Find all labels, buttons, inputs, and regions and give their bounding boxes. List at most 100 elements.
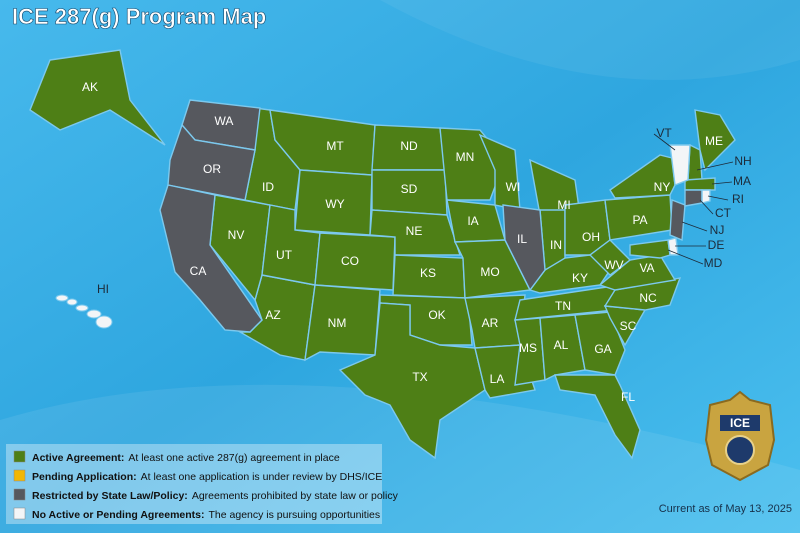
legend-swatch bbox=[13, 507, 26, 520]
wave bbox=[380, 0, 800, 80]
state-label: MT bbox=[326, 139, 344, 153]
state-label: RI bbox=[732, 192, 744, 206]
state-label: WI bbox=[506, 180, 521, 194]
state-label: UT bbox=[276, 248, 293, 262]
badge: ICE bbox=[704, 390, 776, 482]
legend-swatch bbox=[13, 450, 26, 463]
state bbox=[669, 144, 691, 186]
state-label: MO bbox=[480, 265, 499, 279]
badge-banner bbox=[720, 415, 760, 431]
state-label: NH bbox=[734, 154, 751, 168]
state-label: LA bbox=[490, 372, 505, 386]
legend-entry: Restricted by State Law/Policy: Agreement… bbox=[32, 490, 399, 502]
state-label: MI bbox=[557, 198, 570, 212]
state-label: SD bbox=[401, 182, 418, 196]
legend-entry: Active Agreement: At least one active 287… bbox=[32, 452, 340, 464]
legend-label: Restricted by State Law/Policy: bbox=[32, 490, 188, 502]
state bbox=[29, 49, 166, 146]
state bbox=[588, 239, 632, 276]
state-label: NC bbox=[639, 291, 657, 305]
title: ICE 287(g) Program Map bbox=[12, 4, 266, 29]
state-label: AK bbox=[82, 80, 98, 94]
state bbox=[95, 315, 113, 329]
legend-text: The agency is pursuing opportunities bbox=[209, 509, 381, 521]
state bbox=[453, 239, 532, 299]
leader-line bbox=[667, 249, 704, 265]
legend-entry: No Active or Pending Agreements: The agen… bbox=[32, 509, 380, 521]
leader-line bbox=[699, 199, 714, 215]
legend-entry: Pending Application: At least one applica… bbox=[32, 471, 382, 483]
state-label: VT bbox=[656, 126, 672, 140]
state bbox=[304, 284, 381, 362]
state-label: ME bbox=[705, 134, 723, 148]
state bbox=[554, 374, 641, 460]
legend-swatch bbox=[13, 469, 26, 482]
states bbox=[29, 49, 736, 460]
date: Current as of May 13, 2025 bbox=[659, 503, 792, 515]
state-label: IL bbox=[517, 232, 527, 246]
state bbox=[86, 309, 102, 319]
leader-line bbox=[681, 221, 708, 232]
state bbox=[55, 294, 69, 302]
state-label: WV bbox=[604, 258, 623, 272]
wave bbox=[0, 384, 800, 533]
state bbox=[338, 302, 486, 460]
state bbox=[75, 304, 89, 312]
legend-text: At least one application is under review… bbox=[141, 471, 383, 483]
state bbox=[159, 184, 263, 333]
state-label: AR bbox=[482, 316, 499, 330]
state-label: CO bbox=[341, 254, 359, 268]
state-label: OH bbox=[582, 230, 600, 244]
state-label: ND bbox=[400, 139, 418, 153]
state-label: TN bbox=[555, 299, 571, 313]
legend-box bbox=[6, 444, 382, 524]
state-label: HI bbox=[97, 282, 109, 296]
state-label: IA bbox=[467, 214, 478, 228]
state-label: VA bbox=[639, 261, 654, 275]
state-label: NE bbox=[406, 224, 423, 238]
state-label: ID bbox=[262, 180, 274, 194]
state-label: DE bbox=[708, 238, 725, 252]
state-label: WY bbox=[325, 197, 344, 211]
leader-line bbox=[653, 133, 676, 151]
state bbox=[514, 317, 546, 386]
state-label: CT bbox=[715, 206, 732, 220]
state bbox=[701, 189, 711, 204]
legend-text: Agreements prohibited by state law or po… bbox=[192, 490, 399, 502]
state bbox=[684, 177, 716, 191]
state-label: OR bbox=[203, 162, 221, 176]
legend-label: No Active or Pending Agreements: bbox=[32, 509, 205, 521]
state-label: MN bbox=[456, 150, 475, 164]
state-labels: AK AZ NV ID MT WY UT CO NM ND SD NE KS OK TX MN IA MO AR LA… bbox=[82, 80, 752, 404]
badge-text: ICE bbox=[730, 416, 750, 430]
state bbox=[66, 298, 78, 306]
state-label: TX bbox=[412, 370, 427, 384]
state-label: NY bbox=[654, 180, 671, 194]
state-label: KS bbox=[420, 266, 436, 280]
state-label: KY bbox=[572, 271, 588, 285]
state-label: MS bbox=[519, 341, 537, 355]
leader-line bbox=[707, 195, 729, 201]
state bbox=[694, 109, 736, 172]
state-label: CA bbox=[190, 264, 207, 278]
state-label: NJ bbox=[710, 223, 725, 237]
state-label: OK bbox=[428, 308, 445, 322]
state-label: NM bbox=[328, 316, 347, 330]
state bbox=[167, 123, 256, 201]
legend-swatch bbox=[13, 488, 26, 501]
state-label: PA bbox=[632, 213, 647, 227]
state-label: FL bbox=[621, 390, 635, 404]
state-label: AL bbox=[554, 338, 569, 352]
state bbox=[574, 311, 626, 376]
state-label: SC bbox=[620, 319, 637, 333]
state bbox=[629, 239, 671, 259]
state bbox=[669, 199, 686, 242]
leader-line bbox=[711, 181, 733, 185]
state-label: MA bbox=[733, 174, 751, 188]
state bbox=[684, 189, 703, 207]
state bbox=[502, 204, 546, 292]
legend-text: At least one active 287(g) agreement in … bbox=[128, 452, 339, 464]
state bbox=[539, 314, 586, 382]
legend-label: Active Agreement: bbox=[32, 452, 124, 464]
